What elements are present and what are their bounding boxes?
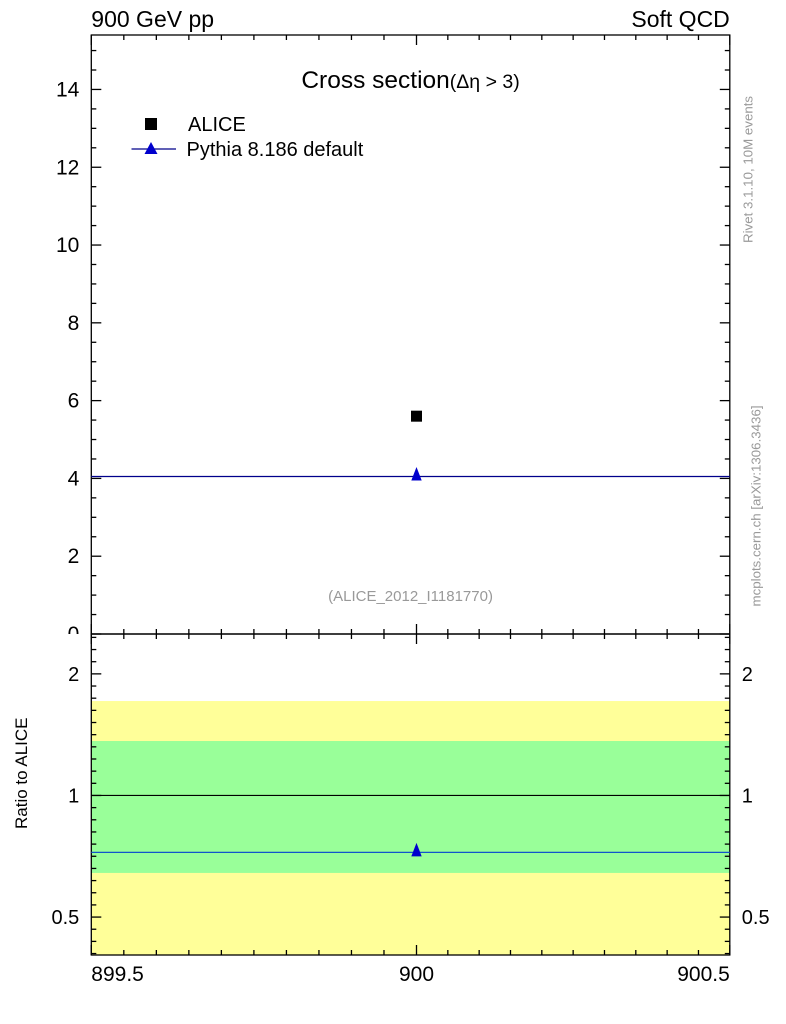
svg-text:1: 1 — [742, 785, 753, 807]
svg-text:14: 14 — [56, 78, 80, 101]
svg-text:8: 8 — [68, 312, 80, 335]
svg-text:0.5: 0.5 — [51, 907, 79, 929]
svg-text:Soft QCD: Soft QCD — [631, 6, 729, 32]
svg-text:2: 2 — [742, 664, 753, 686]
svg-text:Ratio to ALICE: Ratio to ALICE — [12, 717, 31, 829]
svg-text:(ALICE_2012_I1181770): (ALICE_2012_I1181770) — [328, 588, 493, 605]
svg-text:900 GeV pp: 900 GeV pp — [91, 6, 214, 32]
svg-text:900.5: 900.5 — [677, 963, 730, 986]
svg-text:2: 2 — [68, 664, 79, 686]
svg-text:0.5: 0.5 — [742, 907, 770, 929]
svg-text:12: 12 — [56, 156, 79, 179]
svg-text:900: 900 — [399, 963, 434, 986]
svg-text:Cross section(Δη > 3): Cross section(Δη > 3) — [301, 67, 519, 94]
svg-text:ALICE: ALICE — [188, 114, 246, 136]
svg-text:2: 2 — [68, 545, 80, 568]
svg-text:Rivet 3.1.10, 10M events: Rivet 3.1.10, 10M events — [741, 96, 756, 243]
svg-text:899.5: 899.5 — [91, 963, 144, 986]
svg-text:Pythia 8.186 default: Pythia 8.186 default — [187, 139, 364, 161]
svg-text:4: 4 — [68, 467, 80, 490]
svg-text:10: 10 — [56, 234, 79, 257]
svg-text:1: 1 — [68, 785, 79, 807]
svg-text:6: 6 — [68, 390, 80, 413]
svg-text:mcplots.cern.ch [arXiv:1306.34: mcplots.cern.ch [arXiv:1306.3436] — [749, 405, 764, 606]
